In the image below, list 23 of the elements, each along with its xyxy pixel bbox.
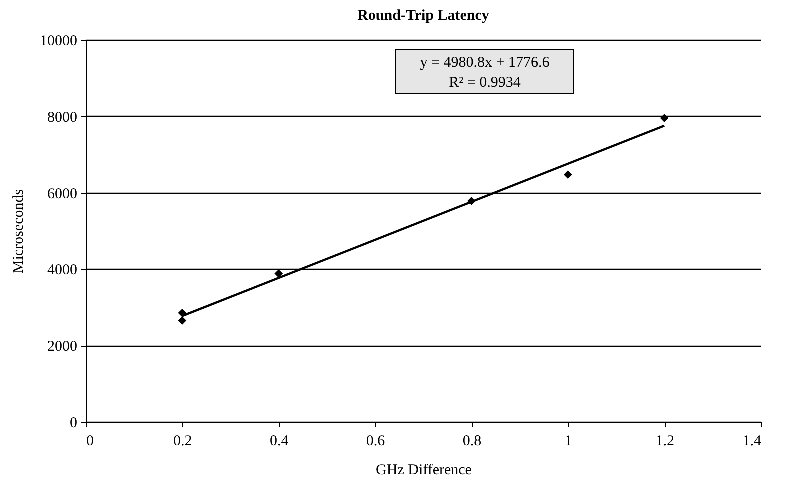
y-axis-title: Microseconds (11, 189, 27, 274)
y-tick-label: 6000 (48, 186, 78, 202)
y-tick-label: 0 (70, 416, 78, 432)
x-tick-label: 0.4 (270, 434, 290, 450)
y-tick-label: 8000 (48, 110, 78, 126)
x-tick-label: 0.6 (366, 434, 386, 450)
x-tick-label: 0.8 (462, 434, 482, 450)
point (660, 114, 669, 122)
x-tick-label: 0 (86, 434, 94, 450)
point (564, 170, 572, 180)
annotation: y = 4980.8x + 1776.6 (420, 55, 550, 71)
y-tick-label: 4000 (48, 262, 78, 279)
x-tick-label: 1.2 (656, 434, 674, 450)
x-tick-label: 1 (564, 434, 572, 450)
x-tick-label: 1.4 (742, 434, 762, 450)
x-axis-title: GHz Difference (376, 462, 472, 478)
point (178, 316, 187, 325)
point (274, 270, 284, 278)
y-tick-label: 10000 (40, 34, 78, 50)
y-tick-label: 2000 (48, 339, 78, 356)
chart-title: Round-Trip Latency (358, 8, 490, 24)
x-tick-label: 0.2 (174, 434, 192, 450)
annotation: R² = 0.9934 (449, 75, 522, 91)
